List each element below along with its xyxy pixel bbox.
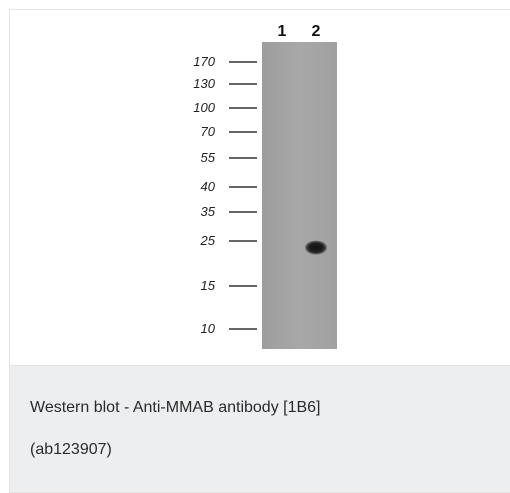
western-blot-image: 1 2 170 130 100 70 55 40 35 25 15 10 xyxy=(193,23,337,349)
marker-label-40: 40 xyxy=(201,179,216,194)
lane-label-1: 1 xyxy=(278,23,287,40)
marker-label-170: 170 xyxy=(193,54,215,69)
marker-label-70: 70 xyxy=(201,124,216,139)
marker-label-35: 35 xyxy=(201,204,216,219)
protein-band xyxy=(305,240,327,255)
blot-membrane xyxy=(262,42,337,349)
image-card: 1 2 170 130 100 70 55 40 35 25 15 10 Western blot … xyxy=(9,9,510,493)
caption-title: Western blot - Anti-MMAB antibody [1B6] xyxy=(30,399,321,416)
marker-label-25: 25 xyxy=(200,233,216,248)
marker-label-100: 100 xyxy=(193,100,215,115)
marker-label-130: 130 xyxy=(193,76,215,91)
caption-panel: Western blot - Anti-MMAB antibody [1B6] … xyxy=(10,365,510,492)
marker-label-55: 55 xyxy=(201,150,216,165)
lane-label-2: 2 xyxy=(312,23,321,40)
caption-catalog-number: (ab123907) xyxy=(30,441,112,458)
marker-label-15: 15 xyxy=(201,278,216,293)
western-blot-figure[interactable]: 1 2 170 130 100 70 55 40 35 25 15 10 xyxy=(10,10,510,365)
marker-label-10: 10 xyxy=(201,321,216,336)
